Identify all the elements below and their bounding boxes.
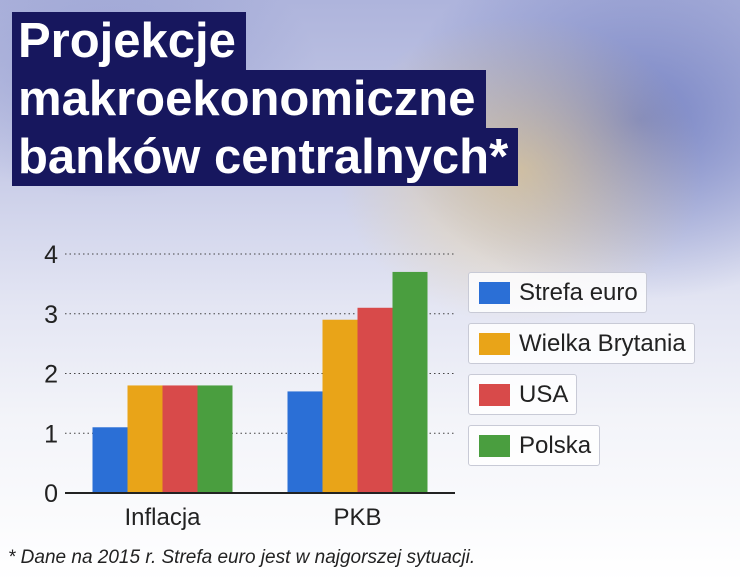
bar [162,385,198,493]
bar [322,319,358,493]
y-tick-label: 2 [44,361,58,389]
bar [92,427,128,493]
y-tick-label: 3 [44,301,58,329]
legend-label: USA [519,380,569,408]
bar [392,271,428,493]
legend-label: Wielka Brytania [519,329,686,357]
title-line-1: Projekcje [12,12,246,70]
bar [287,391,323,493]
title-line-2: makroekonomiczne [12,70,486,128]
legend-swatch [479,281,510,304]
title-line-3: banków centralnych* [12,128,519,186]
chart-title: Projekcje makroekonomiczne banków centra… [12,12,519,186]
y-tick-label: 0 [44,480,58,508]
legend-swatch [479,383,510,406]
legend-swatch [479,434,510,457]
legend-item-usa: USA [468,374,578,415]
legend-item-wielka-brytania: Wielka Brytania [468,323,695,364]
chart-legend: Strefa euro Wielka Brytania USA Polska [468,272,695,476]
legend-swatch [479,332,510,355]
legend-item-polska: Polska [468,425,601,466]
legend-label: Polska [519,431,592,459]
x-tick-label: PKB [333,504,381,531]
bar [197,385,233,493]
bar [127,385,163,493]
legend-item-strefa-euro: Strefa euro [468,272,647,313]
y-tick-label: 1 [44,420,58,448]
legend-label: Strefa euro [519,278,638,306]
footnote: * Dane na 2015 r. Strefa euro jest w naj… [8,547,476,568]
x-tick-label: Inflacja [124,504,201,531]
y-tick-label: 4 [44,241,58,269]
bar [357,307,393,493]
